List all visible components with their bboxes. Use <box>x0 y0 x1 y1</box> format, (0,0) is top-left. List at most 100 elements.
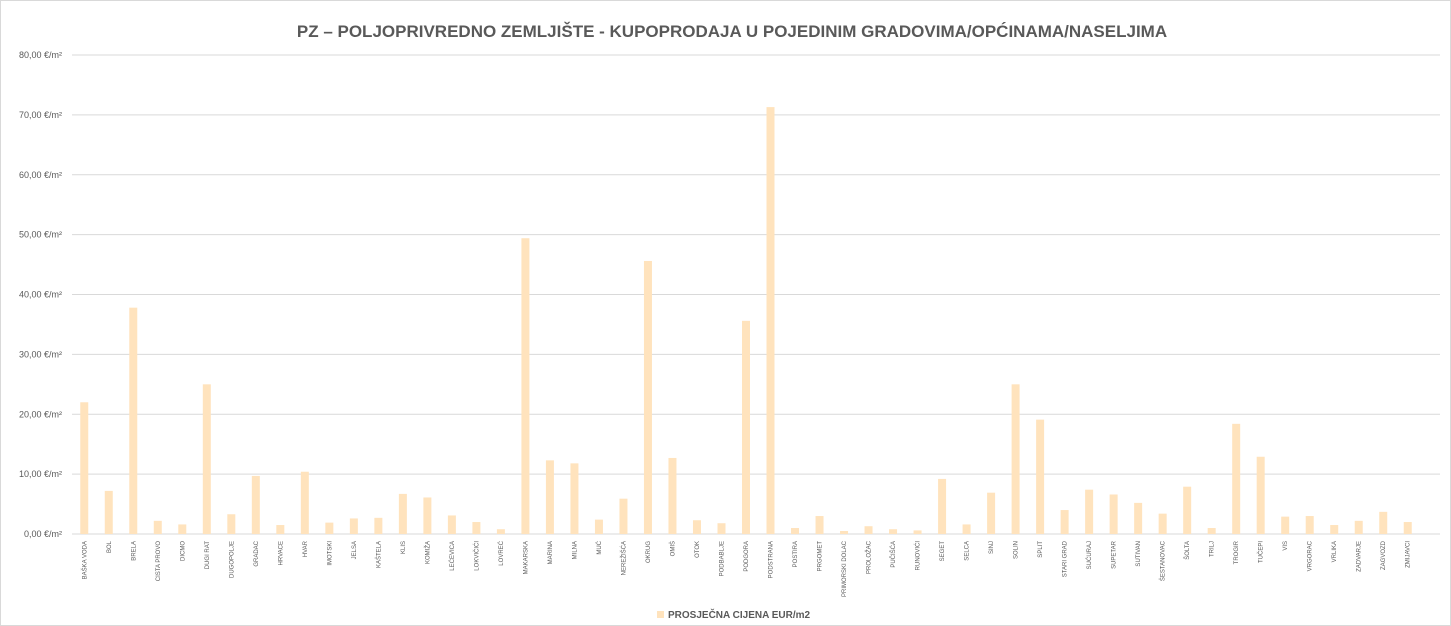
bar <box>1183 486 1192 534</box>
x-tick-label: SINJ <box>989 541 995 554</box>
y-tick-label: 10,00 €/m² <box>19 469 62 479</box>
x-tick-label: RUNOVIĆI <box>915 541 922 571</box>
bar <box>202 384 211 534</box>
x-tick-label: TRILJ <box>1210 541 1216 557</box>
bar <box>1011 384 1020 534</box>
x-tick-label: SOLIN <box>1014 541 1020 559</box>
x-tick-label: CISTA PROVO <box>156 541 162 582</box>
x-tick-label: IMOTSKI <box>327 541 333 566</box>
y-tick-label: 40,00 €/m² <box>19 290 62 300</box>
x-tick-label: PRIMORSKI DOLAC <box>842 540 848 597</box>
x-tick-label: DUGI RAT <box>205 541 211 570</box>
x-tick-label: MILNA <box>572 541 578 559</box>
y-tick-label: 20,00 €/m² <box>19 409 62 419</box>
x-tick-label: PRGOMET <box>818 541 824 572</box>
x-tick-label: SELCA <box>965 541 971 561</box>
bar <box>349 518 358 534</box>
bar <box>300 471 309 534</box>
bar <box>1207 528 1216 534</box>
bar <box>962 524 971 534</box>
x-tick-label: ZAGVOZD <box>1381 540 1387 570</box>
bar <box>545 460 554 534</box>
bar <box>472 522 481 534</box>
x-tick-label: TUČEPI <box>1258 541 1265 563</box>
x-tick-label: DUGOPOLJE <box>229 541 235 578</box>
bar <box>104 490 113 534</box>
bar <box>570 463 579 534</box>
y-tick-label: 50,00 €/m² <box>19 230 62 240</box>
bar <box>1085 489 1094 534</box>
bar <box>153 520 162 534</box>
x-tick-label: NEREŽIŠĆA <box>619 541 627 575</box>
x-tick-label: OKRUG <box>646 541 652 563</box>
bar <box>178 524 187 534</box>
bar <box>717 523 726 534</box>
bar <box>864 526 873 534</box>
bar <box>1134 502 1143 534</box>
x-tick-label: SEGET <box>940 541 946 562</box>
bar <box>938 478 947 534</box>
bar <box>889 529 898 534</box>
bar <box>80 402 89 534</box>
bar <box>619 498 628 534</box>
bar <box>251 475 260 534</box>
x-tick-label: ŠESTANOVAC <box>1160 540 1167 581</box>
legend-label: PROSJEČNA CIJENA EUR/m2 <box>668 608 811 621</box>
x-tick-label: BAŠKA VODA <box>81 541 88 579</box>
bar <box>742 320 750 534</box>
bar <box>276 525 285 534</box>
x-tick-label: LOVREĆ <box>498 540 505 565</box>
bar <box>447 515 456 534</box>
y-tick-label: 80,00 €/m² <box>19 50 62 60</box>
x-tick-label: LEĆEVICA <box>449 541 456 571</box>
bar <box>1403 522 1412 534</box>
x-tick-label: TROGIR <box>1234 540 1240 564</box>
x-tick-label: SUTIVAN <box>1136 541 1142 567</box>
x-tick-label: POSTIRA <box>793 541 799 567</box>
x-tick-label: KOMIŽA <box>423 541 431 564</box>
x-tick-label: PODSTRANA <box>769 541 775 578</box>
bar <box>791 528 800 534</box>
bar <box>1281 516 1290 534</box>
y-tick-label: 60,00 €/m² <box>19 170 62 180</box>
x-tick-label: GRADAC <box>254 540 260 566</box>
bar <box>594 519 603 534</box>
x-tick-label: PODBABLJE <box>719 541 725 576</box>
bar <box>1109 494 1118 534</box>
bar <box>1256 456 1265 534</box>
x-tick-label: SUPETAR <box>1112 540 1118 569</box>
bar <box>1379 511 1388 534</box>
bar <box>423 497 432 534</box>
x-tick-label: DICMO <box>180 541 186 561</box>
bar <box>1036 419 1045 534</box>
bar <box>692 520 701 534</box>
bar <box>521 238 530 534</box>
x-tick-label: ŠOLTA <box>1184 541 1191 560</box>
x-tick-label: KLIS <box>401 541 407 554</box>
x-tick-label: SPLIT <box>1038 541 1044 558</box>
x-tick-label: PODGORA <box>744 541 750 572</box>
bar <box>1158 513 1167 534</box>
x-tick-label: BOL <box>107 540 113 553</box>
x-tick-label: VRLIKA <box>1332 541 1338 562</box>
x-tick-label: MAKARSKA <box>523 541 529 574</box>
bar <box>913 530 922 534</box>
x-tick-label: PUČIŠĆA <box>890 541 897 568</box>
bar <box>398 493 407 534</box>
bar <box>1060 510 1069 534</box>
x-tick-label: OMIŠ <box>669 541 676 556</box>
bar <box>840 531 849 534</box>
x-tick-label: SUĆURAJ <box>1086 541 1093 569</box>
x-tick-label: VIS <box>1283 541 1289 551</box>
legend-swatch <box>657 611 664 618</box>
y-tick-label: 70,00 €/m² <box>19 110 62 120</box>
x-tick-label: OTOK <box>695 541 701 558</box>
bar <box>374 517 383 534</box>
bar <box>1232 423 1241 534</box>
bar <box>668 457 677 534</box>
bar <box>325 522 334 534</box>
chart-title: PZ – POLJOPRIVREDNO ZEMLJIŠTE - KUPOPROD… <box>297 22 1167 41</box>
x-tick-label: MUĆ <box>596 540 603 554</box>
